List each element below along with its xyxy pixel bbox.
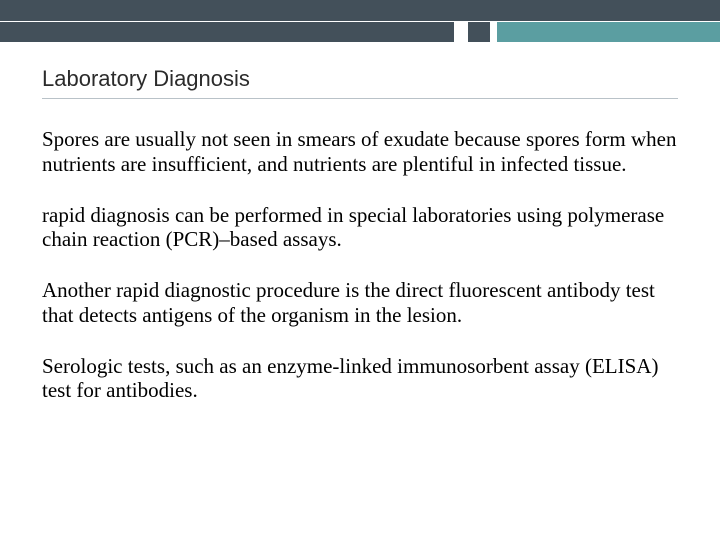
- topbar-segment: [497, 22, 720, 42]
- body-paragraph: Another rapid diagnostic procedure is th…: [42, 278, 678, 328]
- topbar-segment: [468, 22, 490, 42]
- topbar-segment: [454, 22, 468, 42]
- slide: Laboratory Diagnosis Spores are usually …: [0, 0, 720, 540]
- content-area: Laboratory Diagnosis Spores are usually …: [42, 66, 678, 429]
- body-paragraph: Serologic tests, such as an enzyme-linke…: [42, 354, 678, 404]
- topbar-segment: [490, 22, 497, 42]
- body-paragraph: Spores are usually not seen in smears of…: [42, 127, 678, 177]
- topbar: [0, 0, 720, 42]
- topbar-row1: [0, 0, 720, 22]
- topbar-segment: [0, 22, 454, 42]
- body-paragraph: rapid diagnosis can be performed in spec…: [42, 203, 678, 253]
- topbar-row2: [0, 22, 720, 42]
- slide-title: Laboratory Diagnosis: [42, 66, 678, 99]
